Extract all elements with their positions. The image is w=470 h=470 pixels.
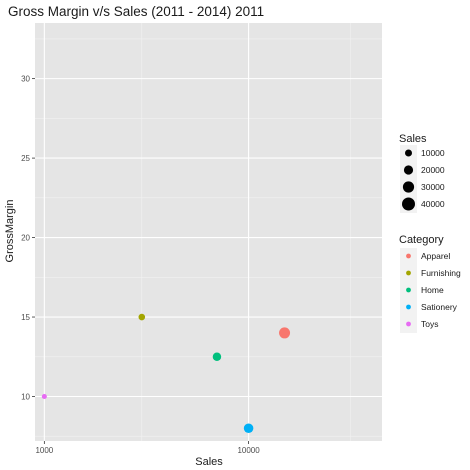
x-tick-label: 10000 (237, 446, 260, 455)
size-legend: Sales 10000 20000 30000 40000 (399, 133, 445, 213)
data-point-furnishing (138, 313, 146, 321)
data-point-home (212, 352, 222, 361)
y-tick-label: 15 (21, 313, 30, 322)
category-legend-title: Category (399, 234, 444, 246)
y-axis-title: GrossMargin (4, 200, 16, 263)
y-tick-label: 20 (21, 234, 30, 243)
size-legend-symbol (403, 165, 414, 175)
category-legend-label: Sationery (421, 302, 458, 312)
data-points (41, 313, 291, 434)
size-legend-title: Sales (399, 133, 427, 145)
y-axis-ticks: 10 15 20 25 30 (21, 75, 35, 401)
size-legend-label: 20000 (421, 165, 445, 175)
x-tick-label: 1000 (35, 446, 53, 455)
data-point-toys (41, 393, 47, 400)
size-legend-label: 30000 (421, 182, 445, 192)
size-legend-symbol (402, 197, 415, 211)
size-legend-label: 10000 (421, 148, 445, 158)
data-point-sationery (243, 423, 254, 434)
category-legend-symbol (406, 321, 411, 327)
y-tick-label: 25 (21, 154, 30, 163)
chart-title: Gross Margin v/s Sales (2011 - 2014) 201… (8, 4, 264, 19)
size-legend-symbol (402, 181, 415, 193)
x-axis-ticks: 1000 10000 (35, 441, 260, 455)
category-legend-symbol (406, 253, 411, 259)
plot-panel (35, 23, 382, 441)
grid-lines (35, 23, 382, 441)
category-legend-label: Toys (421, 319, 438, 329)
size-legend-symbol (405, 149, 412, 157)
category-legend: Category Apparel Furnishing Home Sationery T… (399, 234, 461, 333)
category-legend-label: Furnishing (421, 268, 461, 278)
category-legend-symbol (406, 287, 411, 293)
y-tick-label: 10 (21, 392, 30, 401)
category-legend-symbol (406, 270, 411, 276)
category-legend-label: Apparel (421, 251, 450, 261)
data-point-apparel (279, 327, 291, 339)
category-legend-label: Home (421, 285, 444, 295)
x-axis-title: Sales (195, 456, 223, 468)
size-legend-label: 40000 (421, 199, 445, 209)
y-tick-label: 30 (21, 75, 30, 84)
category-legend-symbol (406, 304, 411, 310)
